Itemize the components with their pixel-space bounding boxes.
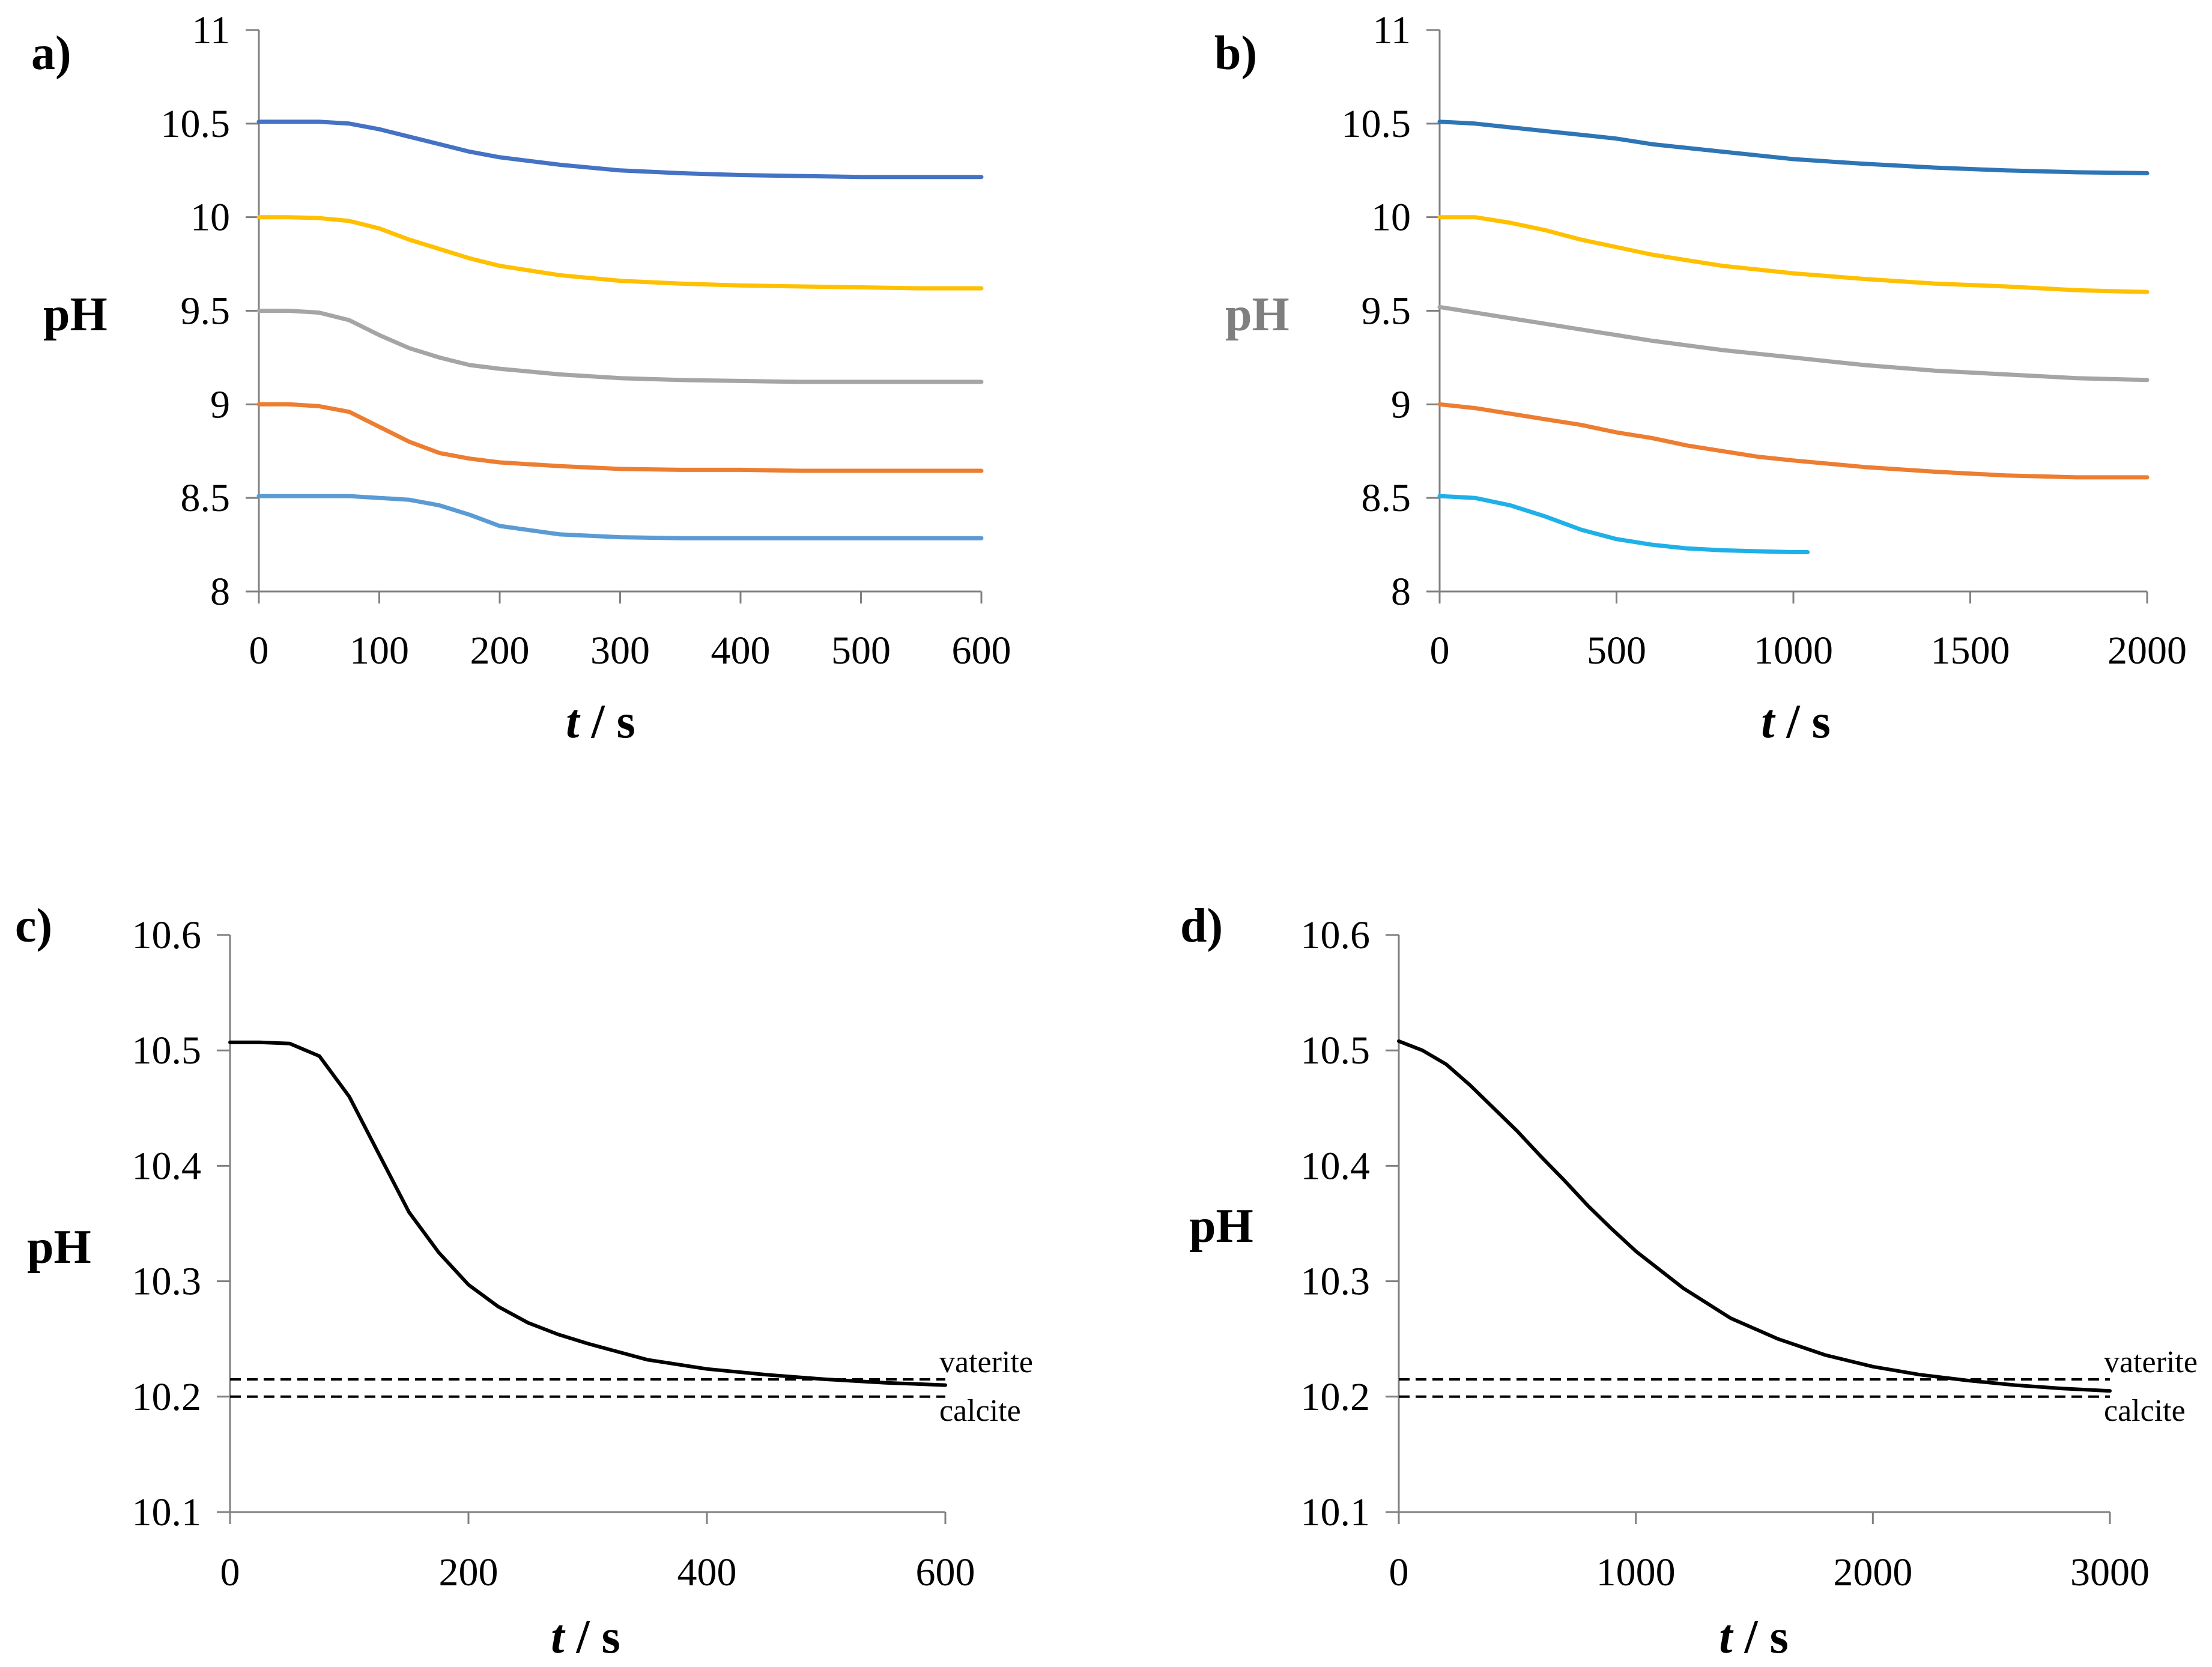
x-tick-label: 300	[590, 629, 650, 673]
y-tick-label: 8.5	[1362, 476, 1411, 520]
y-tick-label: 10.5	[1301, 1029, 1371, 1073]
x-tick-label: 1000	[1754, 629, 1833, 673]
y-tick-label: 10.5	[161, 102, 231, 146]
x-tick-label: 200	[470, 629, 530, 673]
x-tick-label: 1500	[1931, 629, 2010, 673]
y-tick-label: 11	[1372, 8, 1411, 52]
y-tick-label: 10.3	[1301, 1260, 1371, 1304]
y-tick-label: 10.1	[1301, 1490, 1371, 1534]
panel-d: d) 10.1 10.2 10.3 10.4 10.5 10.6 0 1000 2000 3000 p…	[1180, 900, 2198, 1663]
x-axis-label-a: t / s	[566, 695, 635, 748]
y-tick-label: 10.4	[1301, 1144, 1371, 1188]
y-axis-label-d: pH	[1189, 1200, 1253, 1253]
series-line-a-1	[256, 215, 984, 291]
y-tick-label: 10.2	[1301, 1375, 1371, 1419]
x-axis-unit: / s	[564, 1611, 620, 1663]
x-tick-label: 2000	[2107, 629, 2187, 673]
y-tick-label: 10.4	[132, 1144, 202, 1188]
x-tick-label: 600	[916, 1551, 975, 1594]
panel-label-b: b)	[1214, 27, 1257, 80]
x-tick-label: 600	[952, 629, 1011, 673]
series-line-b-4	[1437, 494, 1810, 554]
y-tick-label: 10.1	[132, 1490, 202, 1534]
y-tick-label: 10.6	[132, 913, 202, 957]
y-tick-label: 8	[210, 570, 230, 614]
x-tick-label: 0	[1389, 1551, 1409, 1594]
panel-a: a) 8 8.5 9 9.5 10 10.5 11 0 100 200 300 400 500 600 pH t…	[31, 8, 1011, 748]
x-axis-variable: t	[1719, 1611, 1734, 1663]
x-axis-label-b: t / s	[1761, 695, 1831, 748]
y-tick-label: 10.5	[132, 1029, 202, 1073]
series-line-a-4	[256, 494, 984, 540]
panel-label-c: c)	[15, 900, 52, 952]
y-tick-label: 10.6	[1301, 913, 1371, 957]
series-line-b-0	[1437, 120, 2150, 175]
y-tick-label: 10.5	[1342, 102, 1411, 146]
panel-b: b) 8 8.5 9 9.5 10 10.5 11 0 500 1000 1500 2000 pH t / …	[1214, 8, 2187, 748]
x-axis-label-d: t / s	[1719, 1611, 1789, 1663]
x-axis-label-c: t / s	[551, 1611, 620, 1663]
y-tick-label: 9	[210, 383, 230, 426]
series-line-b-2	[1437, 304, 2150, 383]
panel-c: c) 10.1 10.2 10.3 10.4 10.5 10.6 0 200 400 600 pH t …	[15, 900, 1033, 1663]
x-tick-label: 500	[831, 629, 891, 673]
x-axis-unit: / s	[1732, 1611, 1788, 1663]
y-tick-label: 10	[190, 196, 230, 240]
panel-label-d: d)	[1180, 900, 1223, 952]
y-tick-label: 8.5	[181, 476, 231, 520]
x-tick-label: 2000	[1833, 1551, 1912, 1594]
series-line-d-0	[1397, 1039, 2112, 1393]
x-axis-unit: / s	[1774, 695, 1830, 748]
y-tick-label: 9.5	[181, 289, 231, 333]
x-tick-label: 0	[1430, 629, 1450, 673]
x-tick-label: 3000	[2070, 1551, 2150, 1594]
x-axis-variable: t	[1761, 695, 1776, 748]
y-tick-label: 10.3	[132, 1260, 202, 1304]
x-axis-unit: / s	[579, 695, 635, 748]
panel-label-a: a)	[31, 27, 71, 80]
x-axis-variable: t	[551, 1611, 566, 1663]
x-tick-label: 400	[677, 1551, 737, 1594]
reference-label-calcite: calcite	[2104, 1394, 2186, 1428]
x-tick-label: 500	[1587, 629, 1646, 673]
y-tick-label: 11	[192, 8, 230, 52]
series-line-a-2	[256, 309, 984, 384]
x-tick-label: 1000	[1596, 1551, 1676, 1594]
x-tick-label: 100	[350, 629, 409, 673]
y-tick-label: 8	[1391, 570, 1411, 614]
reference-label-calcite: calcite	[939, 1394, 1021, 1428]
y-tick-label: 9.5	[1362, 289, 1411, 333]
y-tick-label: 10	[1371, 196, 1411, 240]
series-line-c-0	[228, 1040, 947, 1387]
x-tick-label: 200	[439, 1551, 498, 1594]
reference-label-vaterite: vaterite	[2104, 1345, 2198, 1379]
y-tick-label: 10.2	[132, 1375, 202, 1419]
y-axis-label-a: pH	[43, 288, 108, 341]
series-line-b-1	[1437, 215, 2150, 294]
reference-label-vaterite: vaterite	[939, 1345, 1033, 1379]
x-tick-label: 0	[220, 1551, 240, 1594]
y-tick-label: 9	[1391, 383, 1411, 426]
x-tick-label: 0	[249, 629, 269, 673]
y-axis-label-b: pH	[1225, 288, 1289, 341]
y-axis-label-c: pH	[27, 1221, 91, 1274]
series-line-a-3	[256, 402, 984, 473]
series-line-a-0	[256, 120, 984, 180]
x-axis-variable: t	[566, 695, 581, 748]
x-tick-label: 400	[711, 629, 771, 673]
series-line-b-3	[1437, 402, 2150, 480]
